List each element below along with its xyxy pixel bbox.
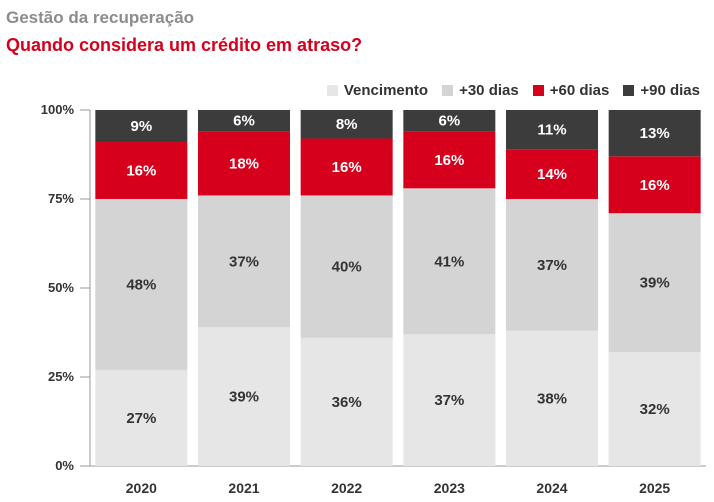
legend: Vencimento +30 dias +60 dias +90 dias bbox=[326, 82, 700, 99]
legend-item-30-dias: +30 dias bbox=[442, 82, 519, 99]
data-label-2025-2: 16% bbox=[640, 177, 670, 194]
bar-segment-2023-2 bbox=[403, 131, 496, 189]
legend-swatch-vencimento bbox=[326, 85, 338, 96]
data-label-2022-0: 36% bbox=[332, 394, 362, 411]
legend-item-90-dias: +90 dias bbox=[623, 82, 700, 99]
bar-segment-2022-3 bbox=[300, 110, 393, 139]
data-label-2023-3: 6% bbox=[438, 113, 460, 130]
bar-segment-2023-0 bbox=[403, 334, 496, 466]
data-label-2024-1: 37% bbox=[537, 257, 567, 274]
data-label-2020-3: 9% bbox=[130, 118, 152, 135]
data-label-2021-3: 6% bbox=[233, 113, 255, 130]
data-label-2021-1: 37% bbox=[229, 253, 259, 270]
bar-segment-2022-2 bbox=[300, 138, 393, 196]
x-tick-label: 2024 bbox=[536, 480, 567, 496]
y-tick-label: 75% bbox=[48, 191, 74, 206]
legend-label-30-dias: +30 dias bbox=[459, 82, 519, 99]
data-label-2022-2: 16% bbox=[332, 159, 362, 176]
data-label-2020-1: 48% bbox=[126, 276, 156, 293]
bar-segment-2021-2 bbox=[198, 131, 290, 196]
data-label-2022-3: 8% bbox=[336, 116, 358, 133]
x-tick-label: 2022 bbox=[331, 480, 362, 496]
x-tick-label: 2023 bbox=[434, 480, 465, 496]
data-label-2025-1: 39% bbox=[640, 275, 670, 292]
legend-swatch-60-dias bbox=[532, 85, 544, 96]
data-label-2025-3: 13% bbox=[640, 125, 670, 142]
bar-segment-2021-1 bbox=[198, 195, 290, 328]
bar-segment-2025-0 bbox=[608, 352, 701, 466]
x-tick-label: 2020 bbox=[126, 480, 157, 496]
data-label-2023-0: 37% bbox=[434, 392, 464, 409]
bar-segment-2025-1 bbox=[608, 213, 701, 353]
bar-segment-2021-3 bbox=[198, 110, 290, 132]
bar-segment-2023-1 bbox=[403, 188, 496, 335]
bar-segment-2021-0 bbox=[198, 327, 290, 466]
data-label-2024-2: 14% bbox=[537, 166, 567, 183]
chart-title: Quando considera um crédito em atraso? bbox=[6, 35, 363, 55]
bar-segment-2024-2 bbox=[506, 149, 598, 199]
bar-segment-2025-3 bbox=[608, 110, 701, 157]
data-label-2025-0: 32% bbox=[640, 401, 670, 418]
legend-item-60-dias: +60 dias bbox=[532, 82, 610, 99]
y-tick-label: 50% bbox=[48, 280, 74, 295]
x-tick-label: 2021 bbox=[228, 480, 259, 496]
data-label-2023-1: 41% bbox=[434, 253, 464, 270]
legend-swatch-90-dias bbox=[623, 85, 635, 96]
bar-segment-2020-1 bbox=[95, 199, 188, 370]
x-tick-label: 2025 bbox=[639, 480, 670, 496]
y-tick-label: 25% bbox=[48, 369, 74, 384]
bar-segment-2020-3 bbox=[95, 110, 188, 143]
legend-label-60-dias: +60 dias bbox=[549, 82, 610, 99]
legend-swatch-30-dias bbox=[442, 85, 454, 96]
data-label-2022-1: 40% bbox=[332, 259, 362, 276]
bar-segment-2023-3 bbox=[403, 110, 496, 132]
data-label-2021-0: 39% bbox=[229, 389, 259, 406]
legend-label-vencimento: Vencimento bbox=[343, 82, 429, 99]
data-label-2023-2: 16% bbox=[434, 152, 464, 169]
legend-item-vencimento: Vencimento bbox=[326, 82, 429, 99]
bar-segment-2022-0 bbox=[300, 337, 393, 466]
data-label-2024-3: 11% bbox=[537, 122, 566, 139]
bar-segment-2020-0 bbox=[95, 369, 188, 466]
bar-segment-2024-3 bbox=[506, 110, 598, 150]
y-tick-label: 0% bbox=[55, 458, 74, 473]
legend-label-90-dias: +90 dias bbox=[640, 82, 700, 99]
bar-segment-2022-1 bbox=[300, 195, 393, 338]
chart-kicker: Gestão da recuperação bbox=[6, 8, 195, 27]
bar-segment-2020-2 bbox=[95, 142, 188, 199]
y-tick-label: 100% bbox=[41, 102, 75, 117]
bar-segment-2024-0 bbox=[506, 330, 598, 466]
data-label-2020-0: 27% bbox=[126, 410, 156, 427]
data-label-2024-0: 38% bbox=[537, 390, 567, 407]
bar-segment-2025-2 bbox=[608, 156, 701, 214]
bar-segment-2024-1 bbox=[506, 199, 598, 331]
data-label-2020-2: 16% bbox=[126, 163, 156, 180]
data-label-2021-2: 18% bbox=[229, 155, 259, 172]
